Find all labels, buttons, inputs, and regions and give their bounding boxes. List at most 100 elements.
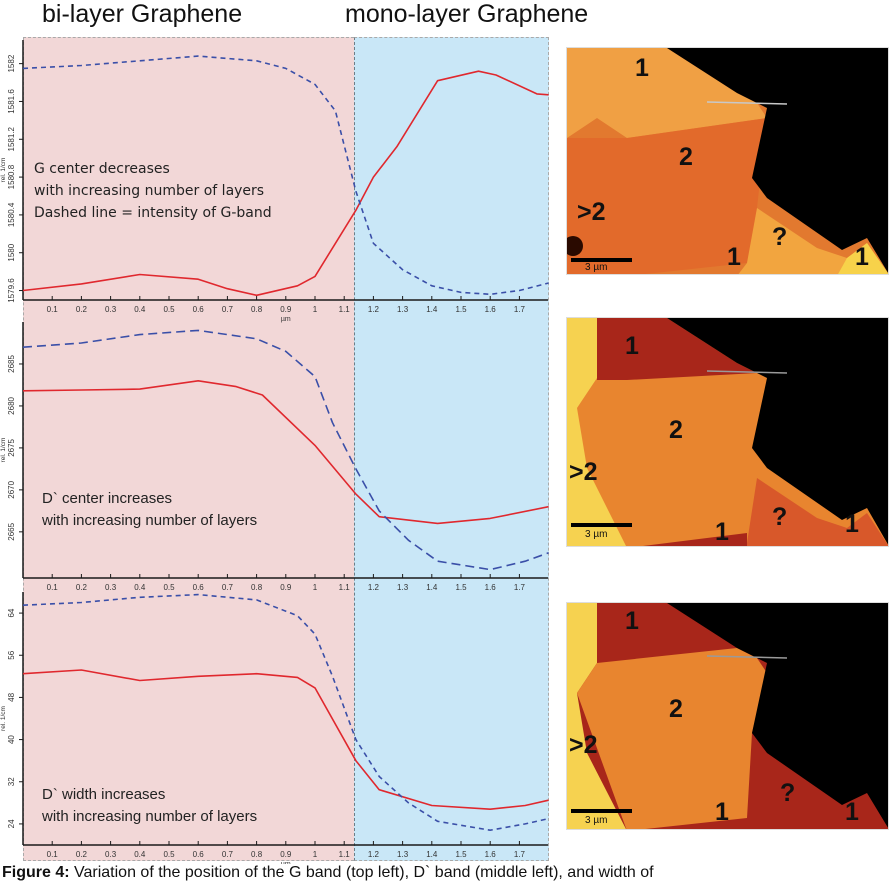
y-tick-label: 2665 — [7, 522, 16, 540]
map-label-multilayer: >2 — [569, 458, 598, 486]
d-width-annotation: D` width increases with increasing numbe… — [42, 784, 257, 828]
x-tick-label: 1.2 — [368, 583, 380, 592]
figure-caption: Figure 4: Variation of the position of t… — [2, 864, 654, 882]
scale-bar — [571, 523, 632, 527]
x-tick-label: 0.6 — [193, 583, 205, 592]
x-tick-label: 1.6 — [485, 850, 497, 859]
map-label-unknown: ? — [772, 503, 788, 531]
x-tick-label: 0.7 — [222, 583, 234, 592]
line-charts: 0.1 0.2 0.3 0.4 0.5 0.6 0.7 0.8 0.9 1 1.1 1.2 1.3 1.4… — [0, 40, 549, 864]
y-tick-label: 24 — [7, 819, 16, 828]
x-tick-label: 0.7 — [222, 305, 234, 314]
x-tick-label: 0.2 — [76, 583, 88, 592]
y-tick-label: 48 — [7, 692, 16, 701]
x-tick-label: 0.1 — [47, 305, 59, 314]
map-label-1-right: 1 — [845, 510, 859, 538]
x-tick-label: 1.3 — [397, 850, 409, 859]
x-tick-label: 0.5 — [163, 305, 175, 314]
x-tick-label: 1.6 — [485, 583, 497, 592]
x-tick-label: 0.2 — [76, 305, 88, 314]
x-axis-label: µm — [281, 861, 291, 864]
map-label-unknown: ? — [780, 779, 796, 807]
x-tick-label: 1 — [313, 850, 318, 859]
annotation-line: Dashed line = intensity of G-band — [34, 205, 272, 221]
y-tick-label: 64 — [7, 608, 16, 617]
x-tick-label: 1.3 — [397, 305, 409, 314]
bilayer-region-background — [23, 37, 354, 861]
x-tick-label: 1.7 — [514, 583, 526, 592]
x-tick-label: 0.4 — [134, 850, 146, 859]
x-tick-label: 0.9 — [280, 850, 292, 859]
bilayer-region-title: bi-layer Graphene — [42, 0, 243, 28]
x-tick-label: 1.1 — [339, 583, 351, 592]
x-tick-label: 0.4 — [134, 583, 146, 592]
x-tick-label: 0.8 — [251, 583, 263, 592]
x-tick-label: 0.2 — [76, 850, 88, 859]
x-tick-label: 0.8 — [251, 305, 263, 314]
figure-caption-text: Variation of the position of the G band … — [69, 864, 654, 881]
g-band-annotation: G center decreases with increasing numbe… — [34, 158, 272, 224]
annotation-line: D` width increases — [42, 786, 166, 803]
x-tick-label: 1.3 — [397, 583, 409, 592]
annotation-line: D` center increases — [42, 490, 173, 507]
x-tick-label: 1.4 — [426, 305, 438, 314]
x-tick-label: 0.1 — [47, 583, 59, 592]
g-band-map: 1 2 >2 1 ? 1 3 µm — [566, 47, 889, 275]
x-tick-label: 0.6 — [193, 850, 205, 859]
x-tick-label: 1 — [313, 305, 318, 314]
x-tick-label: 1.5 — [455, 305, 467, 314]
x-tick-label: 0.5 — [163, 850, 175, 859]
annotation-line: with increasing number of layers — [42, 808, 258, 825]
scale-bar — [571, 258, 632, 262]
map-label-unknown: ? — [772, 223, 788, 251]
d-width-map: 1 2 >2 1 ? 1 3 µm — [566, 602, 889, 830]
x-tick-label: 1.5 — [455, 850, 467, 859]
x-tick-label: 1.6 — [485, 305, 497, 314]
annotation-line: with increasing number of layers — [42, 512, 258, 529]
map-label-1-top: 1 — [625, 332, 639, 360]
x-tick-label: 1.1 — [339, 850, 351, 859]
x-tick-label: 1.2 — [368, 305, 380, 314]
x-tick-label: 1.7 — [514, 305, 526, 314]
x-tick-label: 0.9 — [280, 583, 292, 592]
map-label-2: 2 — [669, 695, 683, 723]
map-label-2: 2 — [669, 416, 683, 444]
y-axis-label: rel. 1/cm — [0, 158, 7, 183]
x-tick-label: 1.1 — [339, 305, 351, 314]
y-tick-label: 32 — [7, 777, 16, 786]
monolayer-region-background — [354, 37, 549, 861]
map-label-1-right: 1 — [855, 243, 869, 271]
figure-caption-label: Figure 4: — [2, 864, 70, 881]
map-label-1-right: 1 — [845, 798, 859, 826]
scale-label: 3 µm — [585, 529, 608, 540]
map-label-1-bottom: 1 — [715, 798, 729, 826]
scale-bar — [571, 809, 632, 813]
y-tick-label: 1580.4 — [7, 202, 16, 227]
y-tick-label: 1580.8 — [7, 164, 16, 189]
y-tick-label: 40 — [7, 735, 16, 744]
map-label-1-top: 1 — [635, 54, 649, 82]
x-tick-label: 0.7 — [222, 850, 234, 859]
y-tick-label: 2680 — [7, 396, 16, 414]
map-label-1-bottom: 1 — [715, 518, 729, 546]
solid-center-line — [22, 70, 549, 297]
x-tick-label: 1.5 — [455, 583, 467, 592]
x-tick-label: 1.7 — [514, 850, 526, 859]
monolayer-region-title: mono-layer Graphene — [345, 0, 589, 28]
dashed-intensity-line — [22, 329, 549, 571]
x-tick-label: 1.4 — [426, 583, 438, 592]
map-label-2: 2 — [679, 143, 693, 171]
x-tick-label: 0.4 — [134, 305, 146, 314]
map-label-multilayer: >2 — [577, 198, 606, 226]
x-tick-label: 0.1 — [47, 850, 59, 859]
y-tick-label: 2670 — [7, 480, 16, 498]
x-tick-label: 0.8 — [251, 850, 263, 859]
x-tick-label: 0.3 — [105, 305, 117, 314]
x-tick-label: 0.3 — [105, 850, 117, 859]
d-center-map: 1 2 >2 1 ? 1 3 µm — [566, 317, 889, 547]
y-tick-label: 56 — [7, 650, 16, 659]
scale-label: 3 µm — [585, 815, 608, 826]
y-tick-label: 1579.6 — [7, 278, 16, 303]
y-axis-label: rel. 1/cm — [0, 706, 7, 731]
y-tick-label: 1581.2 — [7, 126, 16, 151]
